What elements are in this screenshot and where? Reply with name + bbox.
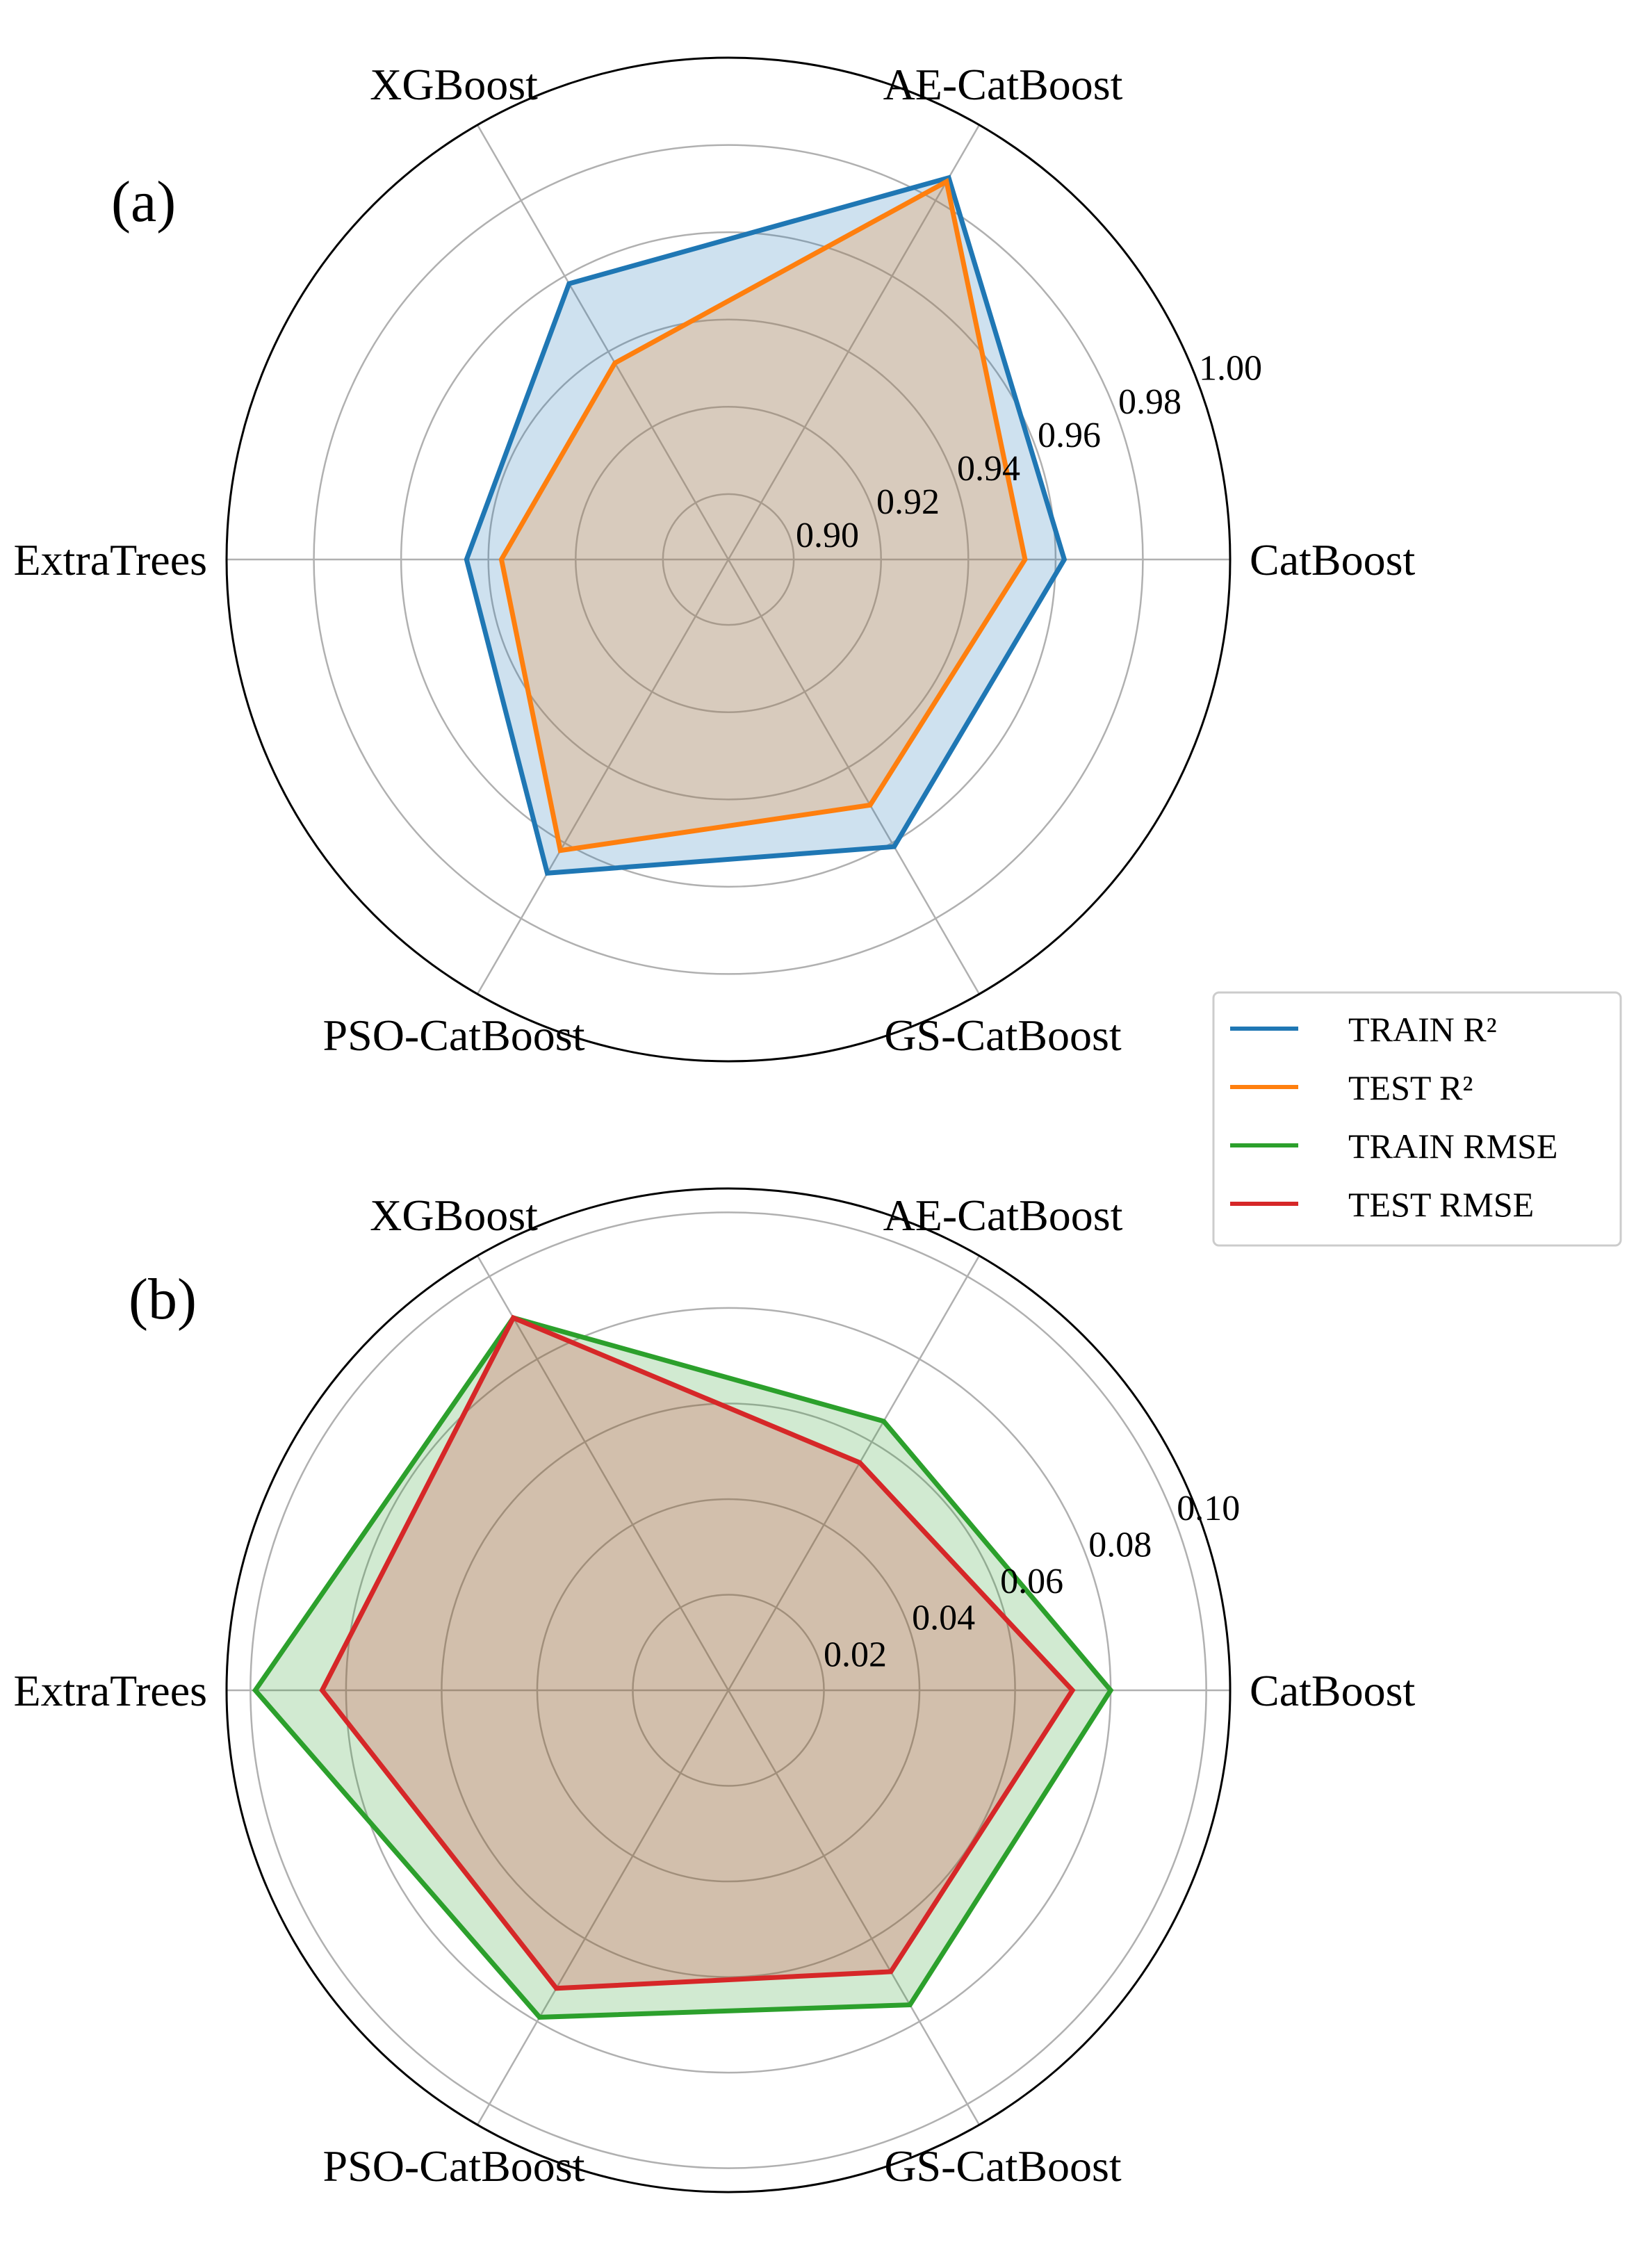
radial-tick-label: 0.92: [876, 482, 940, 522]
spoke-line: [476, 124, 730, 560]
series-line: [252, 1315, 1114, 2020]
category-label: PSO-CatBoost: [323, 2141, 585, 2191]
spoke-line: [727, 1255, 981, 1691]
spoke-line: [727, 559, 981, 995]
radial-tick-label: 0.04: [912, 1599, 975, 1638]
radial-tick-label: 0.02: [824, 1635, 887, 1674]
legend-frame: [1212, 991, 1622, 1247]
category-label: GS-CatBoost: [884, 1011, 1122, 1060]
category-label: ExtraTrees: [14, 535, 207, 585]
spoke-line: [727, 124, 981, 560]
radial-tick-label: 0.98: [1118, 382, 1181, 422]
legend-entry: TEST RMSE: [1230, 1185, 1534, 1224]
series-line: [464, 174, 1068, 876]
category-label: AE-CatBoost: [883, 1191, 1123, 1240]
radial-tick-label: 0.90: [796, 516, 859, 555]
panel-label: (b): [129, 1267, 197, 1332]
category-label: CatBoost: [1250, 535, 1415, 585]
category-label: PSO-CatBoost: [323, 1011, 585, 1060]
legend-entry: TEST R²: [1230, 1068, 1473, 1107]
radial-tick-label: 0.96: [1038, 416, 1101, 455]
category-label: XGBoost: [370, 1191, 538, 1240]
legend-label: TRAIN R²: [1348, 1010, 1497, 1049]
legend-label: TEST RMSE: [1348, 1185, 1534, 1224]
series-area: [322, 1318, 1073, 1988]
legend-entry: TRAIN R²: [1230, 1010, 1497, 1049]
radial-tick-label: 0.10: [1177, 1489, 1240, 1528]
category-label: AE-CatBoost: [883, 60, 1123, 109]
radial-tick-label: 0.94: [957, 449, 1020, 489]
legend-entry: TRAIN RMSE: [1230, 1127, 1557, 1166]
category-label: CatBoost: [1250, 1666, 1415, 1715]
category-label: GS-CatBoost: [884, 2141, 1122, 2191]
spoke-line: [476, 1255, 730, 1691]
radial-tick-label: 0.08: [1088, 1525, 1152, 1564]
series-line: [319, 1314, 1076, 1991]
legend-label: TRAIN RMSE: [1348, 1127, 1557, 1166]
category-label: XGBoost: [370, 60, 538, 109]
panel-label: (a): [111, 170, 176, 234]
radar-panel-b: 0.02 0.04 0.06 0.08 0.10 CatBoost AE-CatBoost X…: [14, 1187, 1415, 2193]
radial-tick-label: 1.00: [1199, 349, 1262, 389]
spoke-line: [476, 559, 730, 995]
category-label: ExtraTrees: [14, 1666, 207, 1715]
outer-frame: [225, 56, 1232, 1063]
series-area: [501, 181, 1025, 851]
series-area: [466, 177, 1065, 874]
legend: TRAIN R² TEST R² TRAIN RMSE TEST RMSE: [1212, 991, 1622, 1247]
spoke-line: [727, 1690, 981, 2125]
series-area: [255, 1318, 1111, 2018]
series-line: [498, 177, 1028, 853]
radar-panel-a: 0.90 0.92 0.94 0.96 0.98 1.00 CatBoost AE-CatBo…: [14, 56, 1415, 1063]
radial-tick-label: 0.06: [1000, 1562, 1063, 1601]
outer-frame: [225, 1187, 1232, 2193]
spoke-line: [476, 1690, 730, 2125]
legend-label: TEST R²: [1348, 1068, 1473, 1107]
